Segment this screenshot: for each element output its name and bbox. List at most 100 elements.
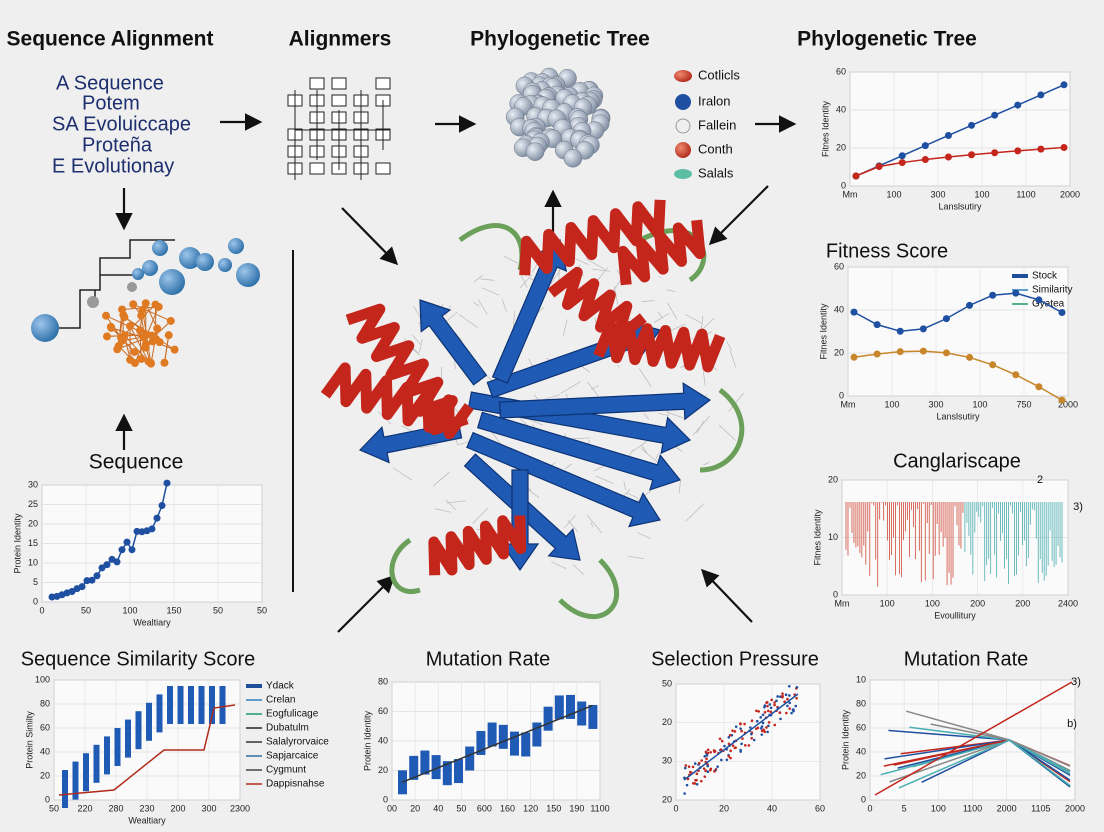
scatter-dot [767, 724, 770, 728]
y-tick-label: 10 [28, 557, 38, 567]
x-tick-label: 150 [166, 605, 181, 615]
series-line [853, 292, 1063, 332]
series-dot [113, 558, 121, 566]
x-tick-label: 1105 [1031, 803, 1050, 813]
section-label: Sequence [89, 451, 184, 474]
scatter-dot [795, 696, 798, 700]
legend: Cotlicls Iralon Fallein Conth Salals [674, 67, 740, 180]
mesh [641, 444, 648, 453]
x-axis-label: Wealtiary [133, 617, 171, 627]
x-tick-label: 2000 [997, 803, 1017, 813]
bar [420, 750, 430, 775]
series-dot [98, 564, 106, 572]
y-tick-label: 60 [836, 66, 846, 76]
tree [45, 239, 175, 329]
scatter-dot [727, 742, 731, 746]
x-tick-label: 300 [930, 189, 945, 199]
node-ball [236, 263, 260, 287]
flow-box [331, 94, 347, 107]
mesh [626, 492, 639, 499]
flow-box [309, 162, 325, 175]
y-tick-label: 80 [856, 698, 866, 708]
scatter-dot [706, 748, 710, 752]
scatter-dot [761, 713, 765, 717]
y-tick-label: 30 [28, 479, 38, 489]
scatter-dot [704, 750, 708, 754]
series-line [683, 693, 799, 781]
scatter-dot [734, 725, 738, 728]
scatter-dot [739, 727, 742, 730]
lattice-bond [132, 303, 171, 322]
series-dot [1035, 383, 1043, 391]
series-dot [968, 151, 976, 159]
x-tick-label: 600 [477, 803, 492, 813]
x-tick-label: 100 [974, 189, 989, 199]
legend-label: Gyatea [1032, 299, 1065, 310]
scatter-dot [700, 779, 703, 783]
annotation: 2 [1037, 474, 1043, 486]
mesh [560, 381, 581, 394]
x-tick-label: 00 [387, 803, 397, 813]
node-ball [142, 260, 158, 276]
scatter-dot [695, 772, 699, 776]
y-tick-label: 20 [378, 765, 388, 775]
scatter-dot [709, 750, 712, 754]
scatter-dot [704, 769, 707, 773]
alpha-helix [428, 515, 527, 576]
mesh [472, 507, 488, 524]
mesh [480, 278, 495, 281]
x-tick-label: 280 [108, 803, 123, 813]
lattice-atom [120, 331, 129, 340]
scatter-dot [769, 706, 773, 710]
scatter-dot [744, 744, 747, 747]
x-tick-label: 2300 [230, 803, 250, 813]
scatter-dot [683, 792, 686, 795]
mesh [458, 314, 478, 328]
chart-title: Fitness Score [826, 240, 948, 262]
x-axis-label: Evoullitury [934, 610, 976, 620]
legend-label: Salals [698, 165, 734, 180]
scatter-dot [786, 704, 789, 708]
scatter-dot [716, 765, 719, 768]
heading: Phylogenetic Tree [797, 28, 977, 51]
node-ball [159, 269, 185, 295]
legend-label: Conth [698, 141, 733, 156]
mesh [481, 287, 500, 296]
bar [188, 686, 194, 724]
bar [198, 686, 205, 724]
chart-title: Selection Pressure [651, 648, 819, 670]
series-line [58, 704, 236, 796]
mesh [701, 315, 704, 330]
mesh [433, 471, 450, 487]
mesh [503, 255, 518, 264]
series-line [898, 739, 1071, 789]
legend-label: Dubatulm [266, 723, 309, 734]
mesh [551, 561, 567, 570]
mesh [528, 418, 544, 426]
bar [125, 719, 131, 758]
mesh [696, 420, 705, 434]
scatter-dot [720, 739, 724, 743]
x-axis-label: Lanslsutiry [938, 201, 982, 211]
mesh [519, 273, 528, 288]
bar [431, 755, 441, 780]
series-dot [1037, 145, 1045, 153]
x-tick-label: 230 [139, 803, 154, 813]
bar [532, 722, 542, 747]
scatter-dot [729, 749, 732, 753]
legend-label: Crelan [266, 695, 295, 706]
bar [487, 722, 497, 747]
y-tick-label: 0 [839, 390, 844, 400]
series-dot [942, 349, 950, 357]
scatter-dot [731, 729, 734, 732]
y-tick-label: 20 [662, 717, 672, 727]
mesh [448, 305, 451, 308]
y-tick-label: 80 [40, 698, 50, 708]
alpha-helix [547, 266, 647, 344]
series-dot [919, 347, 927, 355]
sequence-line: Proteña [82, 134, 153, 156]
bar [114, 728, 121, 766]
scatter-dot [779, 717, 782, 721]
scatter-dot [725, 758, 729, 762]
